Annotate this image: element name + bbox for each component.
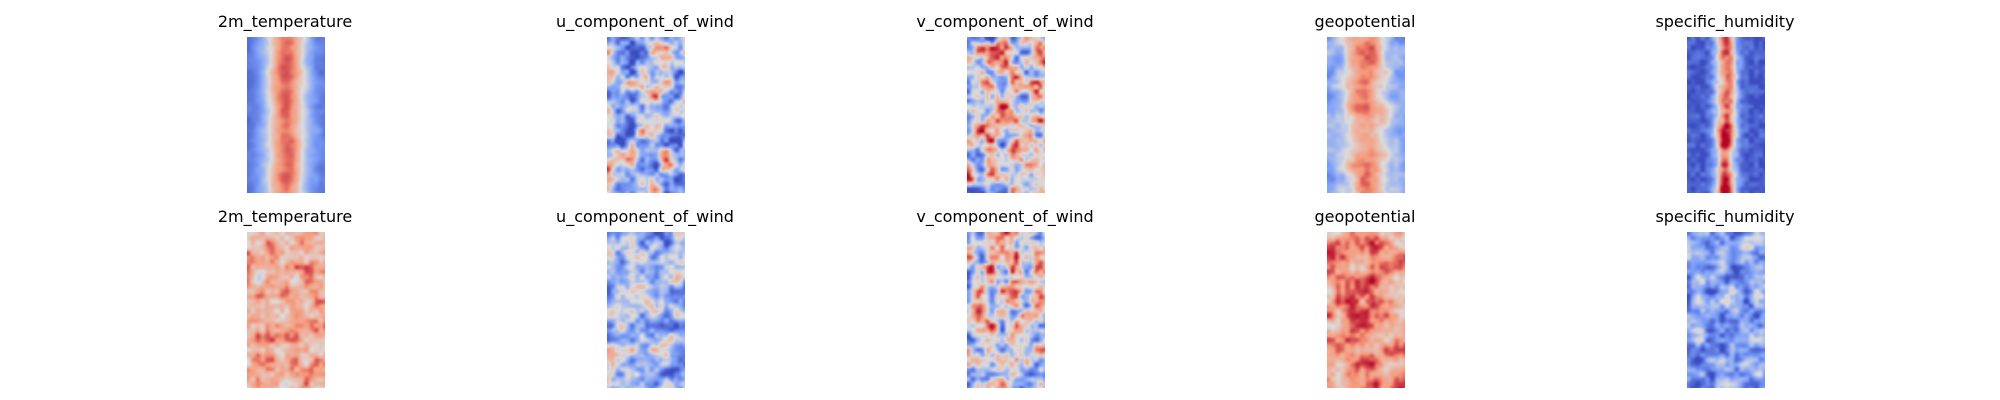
panel-title: u_component_of_wind	[556, 207, 734, 226]
heatmap-u-component-of-wind	[607, 232, 685, 388]
heatmap-u-component-of-wind	[607, 37, 685, 193]
heatmap-geopotential	[1327, 232, 1405, 388]
panel-title: geopotential	[1314, 207, 1416, 226]
heatmap-specific-humidity	[1687, 232, 1765, 388]
panel-title: u_component_of_wind	[556, 12, 734, 31]
panel-title: v_component_of_wind	[916, 207, 1094, 226]
heatmap-specific-humidity	[1687, 37, 1765, 193]
heatmap-2m-temperature	[247, 232, 325, 388]
panel-title: v_component_of_wind	[916, 12, 1094, 31]
panel-title: 2m_temperature	[217, 207, 353, 226]
panel-title: geopotential	[1314, 12, 1416, 31]
panel-title: 2m_temperature	[217, 12, 353, 31]
heatmap-2m-temperature	[247, 37, 325, 193]
heatmap-v-component-of-wind	[967, 37, 1045, 193]
heatmap-v-component-of-wind	[967, 232, 1045, 388]
panel-title: specific_humidity	[1655, 207, 1795, 226]
panel-title: specific_humidity	[1655, 12, 1795, 31]
heatmap-geopotential	[1327, 37, 1405, 193]
